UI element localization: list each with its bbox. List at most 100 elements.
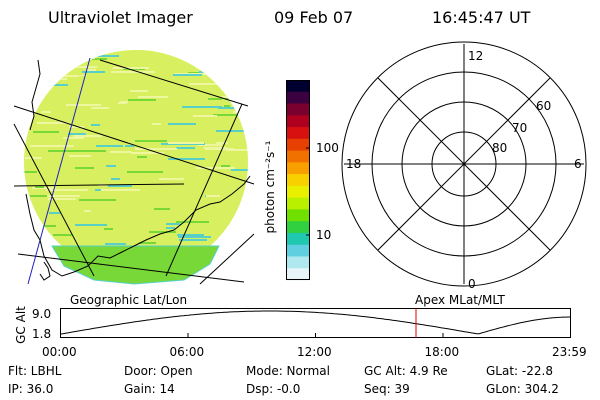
image-streak	[91, 107, 109, 109]
info-door: Door: Open	[124, 364, 193, 378]
image-streak	[131, 152, 164, 154]
image-streak	[69, 155, 91, 157]
image-streak	[125, 145, 134, 147]
image-streak	[84, 210, 91, 212]
image-streak	[96, 145, 123, 147]
image-streak	[35, 186, 44, 188]
image-streak	[135, 148, 177, 150]
image-streak	[226, 149, 248, 151]
image-streak	[216, 142, 228, 144]
image-streak	[113, 67, 149, 69]
image-streak	[91, 55, 110, 57]
image-streak	[121, 44, 145, 46]
image-streak	[224, 105, 230, 107]
strip-ylabel: GC Alt	[14, 306, 28, 344]
colorbar-cell	[286, 115, 310, 128]
image-streak	[60, 66, 97, 68]
strip-x-tick-label: 06:00	[169, 345, 205, 359]
image-streak	[179, 176, 221, 178]
colorbar-cell	[286, 103, 310, 116]
image-streak	[100, 194, 136, 196]
info-mode: Mode: Normal	[246, 364, 330, 378]
image-streak	[24, 74, 51, 76]
image-streak	[166, 227, 175, 229]
colorbar-cell	[286, 256, 310, 269]
image-streak	[168, 158, 205, 160]
image-streak	[63, 137, 84, 139]
coastline-island	[39, 261, 51, 281]
image-streak	[166, 223, 180, 225]
image-streak	[105, 243, 126, 245]
altitude-strip-chart[interactable]	[60, 308, 572, 338]
date-label: 09 Feb 07	[274, 8, 354, 27]
image-streak	[108, 185, 132, 187]
image-streak	[86, 69, 96, 71]
uv-image[interactable]	[13, 44, 255, 294]
time-label: 16:45:47 UT	[432, 8, 531, 27]
image-streak	[82, 48, 112, 50]
image-streak	[111, 159, 152, 161]
image-streak	[53, 234, 72, 236]
image-streak	[91, 124, 100, 126]
image-streak	[176, 221, 209, 223]
image-streak	[24, 206, 28, 208]
longitude-line	[27, 57, 91, 285]
image-streak	[24, 171, 37, 173]
image-streak	[230, 83, 248, 85]
image-streak	[80, 86, 87, 88]
image-streak	[67, 47, 77, 49]
image-streak	[177, 234, 204, 236]
image-streak	[98, 113, 140, 115]
colorbar-cell	[286, 91, 310, 105]
image-streak	[44, 225, 56, 227]
polar-label-0: 0	[468, 277, 476, 291]
altitude-curve	[60, 310, 571, 335]
image-streak	[48, 150, 73, 152]
image-streak	[120, 101, 128, 103]
image-streak	[39, 140, 68, 142]
colorbar-cell	[286, 221, 310, 234]
image-streak	[37, 122, 70, 124]
image-streak	[196, 167, 235, 169]
image-streak	[168, 142, 204, 144]
info-dsp: Dsp: -0.0	[246, 382, 301, 396]
image-streak	[123, 196, 165, 198]
info-seq: Seq: 39	[364, 382, 410, 396]
colorbar-cell	[286, 138, 310, 152]
colorbar-tick-10: 10	[316, 228, 332, 242]
image-streak	[30, 145, 74, 147]
image-streak	[49, 60, 58, 62]
image-streak	[50, 78, 67, 80]
image-streak	[207, 61, 216, 63]
polar-ring-70: 70	[512, 121, 527, 135]
image-streak	[173, 74, 202, 76]
image-streak	[47, 50, 81, 51]
image-streak	[218, 199, 231, 201]
image-streak	[137, 156, 147, 158]
image-streak	[69, 126, 84, 128]
image-streak	[159, 178, 184, 180]
strip-left-title: Geographic Lat/Lon	[70, 293, 188, 307]
polar-plot[interactable]: 12 18 6 0 60 70 80	[330, 41, 600, 294]
image-streak	[70, 57, 95, 59]
image-streak	[128, 99, 156, 101]
image-streak	[158, 190, 171, 192]
image-streak	[111, 71, 155, 73]
image-streak	[126, 119, 135, 121]
image-streak	[24, 197, 28, 199]
image-streak	[75, 167, 94, 169]
image-streak	[135, 140, 167, 142]
image-streak	[30, 195, 55, 197]
image-streak	[111, 178, 120, 180]
image-streak	[110, 151, 131, 153]
image-streak	[33, 131, 59, 133]
colorbar-cell	[286, 244, 310, 257]
image-streak	[24, 82, 31, 84]
image-streak	[104, 228, 113, 230]
strip-x-tick-label: 00:00	[42, 345, 77, 359]
polar-ring-60: 60	[536, 99, 551, 113]
instrument-title: Ultraviolet Imager	[48, 8, 193, 27]
image-streak	[138, 96, 168, 98]
image-streak	[78, 173, 116, 175]
image-streak	[104, 161, 142, 163]
